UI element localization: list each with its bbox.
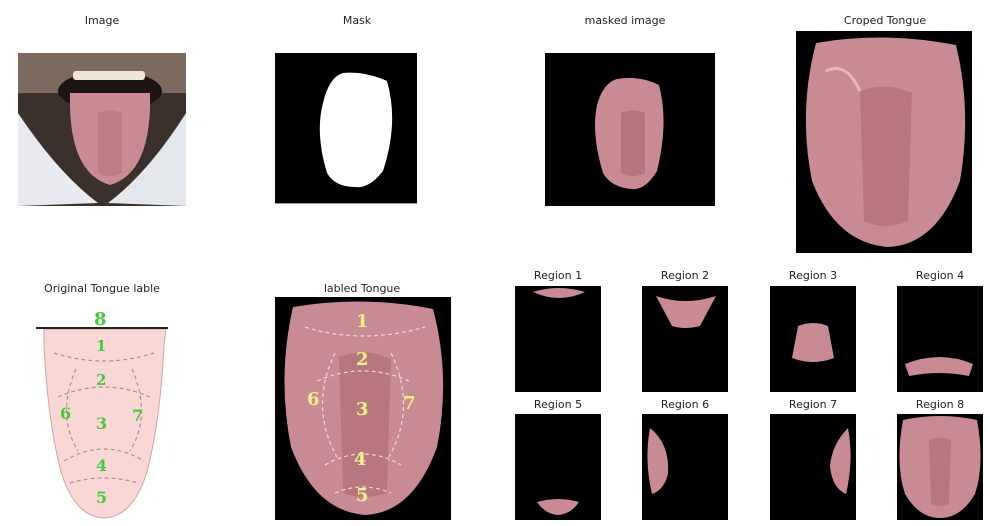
labeled-region-3: 3 bbox=[356, 399, 369, 420]
region-7-image bbox=[770, 414, 856, 520]
mask-drawing bbox=[319, 72, 393, 188]
cropped-drawing bbox=[805, 37, 966, 247]
original-label-title: Original Tongue lable bbox=[44, 282, 160, 295]
region-7-shape bbox=[830, 428, 851, 494]
mask-title: Mask bbox=[342, 14, 372, 27]
masked-drawing bbox=[595, 77, 664, 190]
labeled-region-1: 1 bbox=[356, 311, 369, 332]
diagram-label-4: 4 bbox=[96, 456, 107, 475]
region-8-title: Region 8 bbox=[915, 398, 965, 411]
original-photo-drawing bbox=[18, 53, 186, 206]
region-8-image bbox=[897, 414, 983, 520]
masked-image-title: masked image bbox=[584, 14, 666, 27]
region-3-shape bbox=[792, 323, 834, 362]
region-2-shape bbox=[656, 296, 716, 328]
labeled-tongue-svg: 1 2 6 3 7 4 5 bbox=[284, 301, 444, 515]
labeled-tongue-title: labled Tongue bbox=[323, 282, 401, 295]
diagram-label-7: 7 bbox=[132, 406, 143, 425]
region-1-title: Region 1 bbox=[533, 269, 583, 282]
region-2-title: Region 2 bbox=[660, 269, 710, 282]
region-8-shape bbox=[899, 416, 981, 518]
region-6-shape bbox=[647, 428, 669, 494]
region-4-image bbox=[897, 286, 983, 392]
region-3-title: Region 3 bbox=[788, 269, 838, 282]
region-1-image bbox=[515, 286, 601, 392]
region-6-image bbox=[642, 414, 728, 520]
region-5-image bbox=[515, 414, 601, 520]
region-5-shape bbox=[537, 499, 579, 515]
region-6-title: Region 6 bbox=[660, 398, 710, 411]
diagram-label-8: 8 bbox=[94, 309, 107, 330]
diagram-label-1: 1 bbox=[96, 337, 106, 355]
labeled-region-5: 5 bbox=[356, 485, 369, 506]
mask-axis-line bbox=[275, 203, 417, 204]
cropped-tongue-title: Croped Tongue bbox=[843, 14, 927, 27]
tongue-label-diagram: 8 1 2 6 3 7 4 5 bbox=[36, 305, 172, 520]
diagram-label-5: 5 bbox=[96, 488, 107, 507]
diagram-label-3: 3 bbox=[96, 414, 107, 433]
image-title: Image bbox=[84, 14, 120, 27]
region-4-shape bbox=[905, 357, 973, 376]
labeled-region-2: 2 bbox=[356, 349, 369, 370]
cropped-tongue-image bbox=[796, 31, 972, 253]
region-5-title: Region 5 bbox=[533, 398, 583, 411]
labeled-region-6: 6 bbox=[307, 389, 320, 410]
tongue-diagram-svg: 8 1 2 6 3 7 4 5 bbox=[36, 309, 168, 519]
region-7-title: Region 7 bbox=[788, 398, 838, 411]
diagram-label-6: 6 bbox=[60, 404, 71, 423]
region-3-image bbox=[770, 286, 856, 392]
labeled-tongue-image: 1 2 6 3 7 4 5 bbox=[275, 297, 451, 520]
labeled-region-4: 4 bbox=[354, 449, 367, 470]
mask-image bbox=[275, 53, 417, 203]
original-photo bbox=[18, 53, 186, 206]
region-4-title: Region 4 bbox=[915, 269, 965, 282]
region-2-image bbox=[642, 286, 728, 392]
diagram-label-2: 2 bbox=[96, 371, 106, 389]
labeled-region-7: 7 bbox=[403, 393, 416, 414]
region-1-shape bbox=[533, 288, 585, 298]
masked-image bbox=[545, 53, 715, 206]
